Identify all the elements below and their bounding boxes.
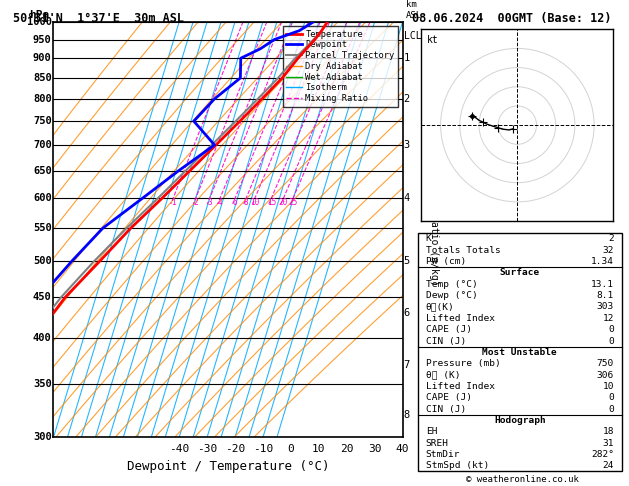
Text: 20: 20 [279,198,288,207]
Text: CIN (J): CIN (J) [426,336,466,346]
Text: 1: 1 [404,53,410,63]
Text: Lifted Index: Lifted Index [426,382,495,391]
Text: 7: 7 [404,360,410,370]
Text: CAPE (J): CAPE (J) [426,325,472,334]
Text: 8: 8 [244,198,248,207]
Text: 350: 350 [33,379,52,389]
Legend: Temperature, Dewpoint, Parcel Trajectory, Dry Adiabat, Wet Adiabat, Isotherm, Mi: Temperature, Dewpoint, Parcel Trajectory… [282,26,398,107]
Text: Dewp (°C): Dewp (°C) [426,291,477,300]
Text: 1: 1 [171,198,175,207]
Text: 8.1: 8.1 [597,291,614,300]
Text: θᴇ (K): θᴇ (K) [426,370,460,380]
Text: 25: 25 [289,198,298,207]
Text: 306: 306 [597,370,614,380]
Text: km
ASL: km ASL [406,0,422,20]
Text: 2: 2 [404,94,410,104]
Text: 600: 600 [33,193,52,203]
Text: Dewpoint / Temperature (°C): Dewpoint / Temperature (°C) [127,460,329,473]
Text: 18: 18 [603,427,614,436]
Text: -40: -40 [169,444,189,453]
Text: 6: 6 [233,198,237,207]
Text: 450: 450 [33,293,52,302]
Text: StmDir: StmDir [426,450,460,459]
Text: 750: 750 [33,116,52,126]
Text: CIN (J): CIN (J) [426,404,466,414]
Text: 4: 4 [218,198,223,207]
Text: Temp (°C): Temp (°C) [426,280,477,289]
Text: Most Unstable: Most Unstable [482,348,557,357]
Text: 31: 31 [603,438,614,448]
Text: StmSpd (kt): StmSpd (kt) [426,461,489,470]
Text: θᴇ(K): θᴇ(K) [426,302,455,312]
Text: -30: -30 [197,444,217,453]
Text: 0: 0 [608,336,614,346]
Text: 10: 10 [312,444,326,453]
Text: 700: 700 [33,140,52,150]
Text: 30: 30 [368,444,381,453]
Text: -20: -20 [225,444,245,453]
Text: 300: 300 [33,433,52,442]
Text: 50°31'N  1°37'E  30m ASL: 50°31'N 1°37'E 30m ASL [13,12,184,25]
Text: 0: 0 [287,444,294,453]
Text: 08.06.2024  00GMT (Base: 12): 08.06.2024 00GMT (Base: 12) [412,12,611,25]
Text: © weatheronline.co.uk: © weatheronline.co.uk [465,474,579,484]
Text: Surface: Surface [500,268,540,278]
Text: 6: 6 [404,308,410,318]
Text: 282°: 282° [591,450,614,459]
Text: 4: 4 [404,193,410,203]
Text: 850: 850 [33,73,52,83]
Text: 303: 303 [597,302,614,312]
Text: 2: 2 [608,234,614,243]
Text: 10: 10 [250,198,260,207]
Text: 800: 800 [33,94,52,104]
Text: K: K [426,234,431,243]
Text: 3: 3 [208,198,212,207]
Text: 3: 3 [404,140,410,150]
Text: Mixing Ratio (g/kg): Mixing Ratio (g/kg) [429,174,439,285]
Text: -10: -10 [253,444,273,453]
Text: 1000: 1000 [26,17,52,27]
Text: 15: 15 [267,198,276,207]
Text: 550: 550 [33,223,52,233]
Text: 900: 900 [33,53,52,63]
Text: 32: 32 [603,246,614,255]
Text: CAPE (J): CAPE (J) [426,393,472,402]
Text: LCL: LCL [404,31,421,41]
Text: 0: 0 [608,393,614,402]
Text: 24: 24 [603,461,614,470]
Text: 2: 2 [194,198,198,207]
Text: 0: 0 [608,325,614,334]
Text: 950: 950 [33,35,52,45]
Text: 400: 400 [33,333,52,343]
Text: 20: 20 [340,444,353,453]
Text: Hodograph: Hodograph [494,416,546,425]
Text: SREH: SREH [426,438,449,448]
Text: kt: kt [427,35,439,45]
Text: 13.1: 13.1 [591,280,614,289]
Text: Pressure (mb): Pressure (mb) [426,359,501,368]
Text: 650: 650 [33,166,52,175]
Text: 500: 500 [33,256,52,266]
Text: Totals Totals: Totals Totals [426,246,501,255]
Text: 40: 40 [396,444,409,453]
Text: 0: 0 [608,404,614,414]
Text: 8: 8 [404,410,410,420]
Text: Lifted Index: Lifted Index [426,314,495,323]
Text: 12: 12 [603,314,614,323]
Text: hPa: hPa [29,10,49,20]
Text: 1.34: 1.34 [591,257,614,266]
Text: EH: EH [426,427,437,436]
Text: 5: 5 [404,256,410,266]
Text: 750: 750 [597,359,614,368]
Text: PW (cm): PW (cm) [426,257,466,266]
Text: 10: 10 [603,382,614,391]
